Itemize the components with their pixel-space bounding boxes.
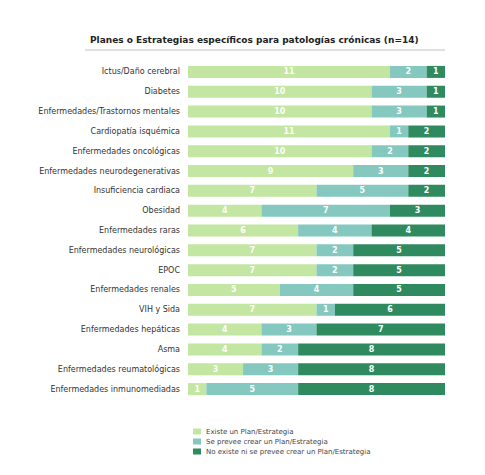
svg-text:Enfermedades renales: Enfermedades renales (90, 285, 180, 294)
svg-text:3: 3 (415, 206, 421, 215)
svg-text:1: 1 (396, 127, 402, 136)
svg-text:5: 5 (231, 285, 237, 294)
svg-text:Enfermedades inmunomediadas: Enfermedades inmunomediadas (50, 385, 180, 394)
svg-text:10: 10 (274, 107, 286, 116)
svg-text:4: 4 (405, 226, 411, 235)
svg-text:11: 11 (283, 127, 295, 136)
svg-text:2: 2 (424, 167, 430, 176)
svg-text:4: 4 (332, 226, 338, 235)
svg-text:11: 11 (283, 67, 295, 76)
svg-text:No existe ni se prevee crear u: No existe ni se prevee crear un Plan/Est… (206, 448, 371, 456)
svg-text:Enfermedades neurológicas: Enfermedades neurológicas (69, 245, 180, 255)
svg-text:10: 10 (274, 87, 286, 96)
svg-text:EPOC: EPOC (158, 266, 180, 275)
svg-text:3: 3 (286, 325, 292, 334)
svg-text:Existe un Plan/Estrategia: Existe un Plan/Estrategia (206, 428, 294, 436)
svg-text:Obesidad: Obesidad (142, 206, 180, 215)
svg-text:7: 7 (323, 206, 329, 215)
svg-text:5: 5 (396, 266, 402, 275)
svg-text:3: 3 (396, 87, 402, 96)
svg-text:Planes o Estrategias específic: Planes o Estrategias específicos para pa… (90, 35, 419, 45)
svg-text:2: 2 (424, 147, 430, 156)
svg-text:5: 5 (396, 285, 402, 294)
svg-text:7: 7 (249, 266, 255, 275)
svg-text:3: 3 (396, 107, 402, 116)
svg-text:4: 4 (222, 206, 228, 215)
svg-text:5: 5 (360, 186, 366, 195)
svg-text:7: 7 (378, 325, 384, 334)
svg-text:2: 2 (332, 266, 338, 275)
svg-text:1: 1 (433, 87, 439, 96)
svg-text:3: 3 (378, 167, 384, 176)
svg-text:8: 8 (369, 385, 375, 394)
svg-text:1: 1 (433, 67, 439, 76)
svg-text:8: 8 (369, 345, 375, 354)
svg-text:Enfermedades hepáticas: Enfermedades hepáticas (81, 325, 180, 334)
svg-text:6: 6 (240, 226, 246, 235)
svg-text:Enfermedades oncológicas: Enfermedades oncológicas (72, 146, 180, 156)
svg-text:5: 5 (249, 385, 255, 394)
svg-text:1: 1 (433, 107, 439, 116)
svg-text:Insuficiencia cardiaca: Insuficiencia cardiaca (94, 186, 180, 195)
svg-text:4: 4 (314, 285, 320, 294)
svg-text:7: 7 (249, 246, 255, 255)
svg-text:2: 2 (277, 345, 283, 354)
svg-text:VIH y Sida: VIH y Sida (139, 305, 180, 314)
svg-text:Enfermedades reumatológicas: Enfermedades reumatológicas (58, 364, 180, 374)
svg-text:Se prevee crear un Plan/Estrat: Se prevee crear un Plan/Estrategia (206, 438, 328, 446)
svg-text:4: 4 (222, 325, 228, 334)
svg-text:Enfermedades/Trastornos mental: Enfermedades/Trastornos mentales (38, 107, 180, 116)
svg-text:6: 6 (387, 305, 393, 314)
svg-text:7: 7 (249, 186, 255, 195)
svg-text:Ictus/Daño cerebral: Ictus/Daño cerebral (102, 67, 180, 76)
svg-text:1: 1 (323, 305, 329, 314)
svg-text:Enfermedades raras: Enfermedades raras (99, 226, 180, 235)
svg-text:Enfermedades neurodegenerativa: Enfermedades neurodegenerativas (39, 167, 180, 176)
svg-text:1: 1 (194, 385, 200, 394)
svg-text:7: 7 (249, 305, 255, 314)
svg-text:2: 2 (405, 67, 411, 76)
svg-text:2: 2 (387, 147, 393, 156)
svg-text:8: 8 (369, 365, 375, 374)
svg-text:9: 9 (268, 167, 274, 176)
svg-text:4: 4 (222, 345, 228, 354)
svg-text:10: 10 (274, 147, 286, 156)
svg-text:Diabetes: Diabetes (144, 87, 180, 96)
svg-text:2: 2 (424, 186, 430, 195)
svg-text:Asma: Asma (158, 345, 180, 354)
svg-text:5: 5 (396, 246, 402, 255)
svg-text:3: 3 (268, 365, 274, 374)
svg-text:Cardiopatía isquémica: Cardiopatía isquémica (91, 126, 180, 136)
svg-text:3: 3 (213, 365, 219, 374)
svg-text:2: 2 (332, 246, 338, 255)
svg-text:2: 2 (424, 127, 430, 136)
